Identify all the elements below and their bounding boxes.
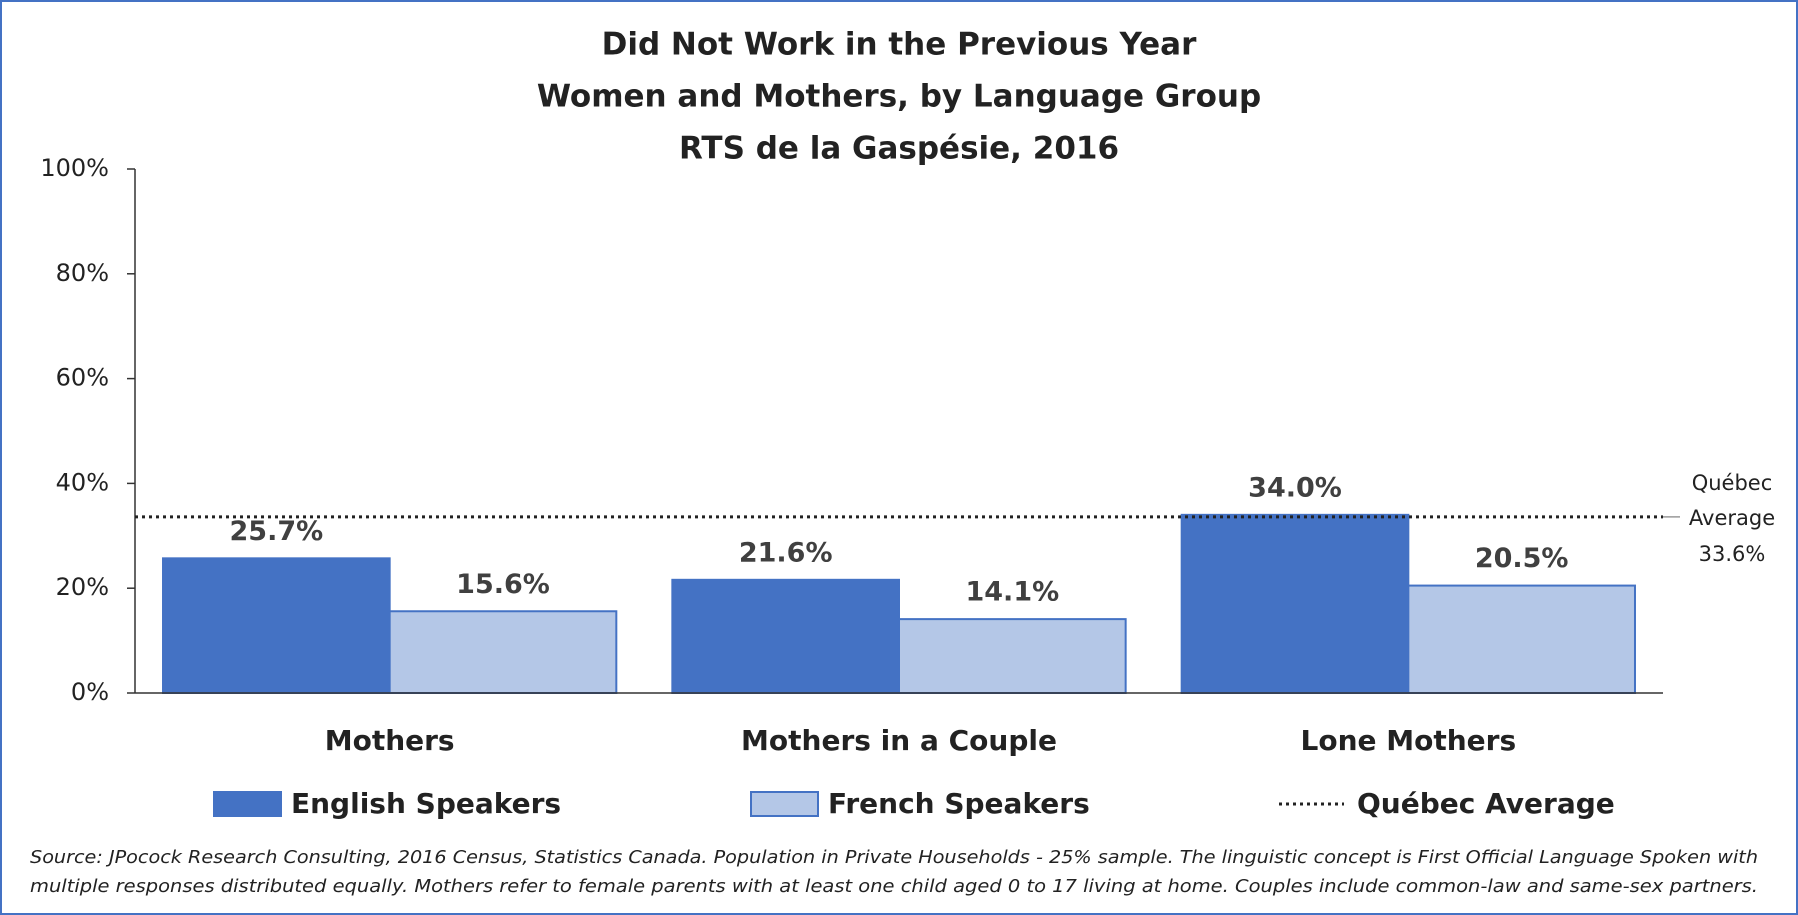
legend-label: French Speakers <box>828 787 1090 820</box>
data-label: 14.1% <box>965 577 1059 608</box>
chart-title: RTS de la Gaspésie, 2016 <box>679 131 1119 167</box>
legend-swatch <box>750 791 819 817</box>
bar <box>898 618 1127 695</box>
x-tick-label: Mothers <box>325 724 455 757</box>
legend-swatch <box>213 791 282 817</box>
source-note: Source: JPocock Research Consulting, 201… <box>30 847 1758 868</box>
data-label: 34.0% <box>1248 472 1342 503</box>
bar <box>1180 513 1410 695</box>
data-label: 21.6% <box>739 537 833 568</box>
y-tick-label: 0% <box>71 678 109 706</box>
annotation: Québec <box>1692 471 1773 495</box>
y-tick-label: 80% <box>56 259 109 287</box>
data-label: 25.7% <box>230 516 324 547</box>
chart-title: Women and Mothers, by Language Group <box>537 79 1261 115</box>
y-tick-label: 40% <box>56 468 109 496</box>
bar <box>162 557 391 694</box>
legend-label: Québec Average <box>1357 787 1615 820</box>
bar <box>388 610 618 694</box>
data-label: 20.5% <box>1475 543 1569 574</box>
chart-title: Did Not Work in the Previous Year <box>602 27 1197 63</box>
data-label: 15.6% <box>456 569 550 600</box>
annotation: 33.6% <box>1699 542 1766 566</box>
x-tick-label: Mothers in a Couple <box>741 724 1057 757</box>
annotation: Average <box>1689 506 1775 530</box>
x-tick-label: Lone Mothers <box>1301 724 1517 757</box>
legend-label: English Speakers <box>291 787 561 820</box>
y-tick-label: 60% <box>56 364 109 392</box>
bar <box>671 578 901 694</box>
source-note: multiple responses distributed equally. … <box>30 876 1758 897</box>
y-tick-label: 20% <box>56 573 109 601</box>
bar <box>1407 584 1636 695</box>
y-tick-label: 100% <box>40 154 109 182</box>
